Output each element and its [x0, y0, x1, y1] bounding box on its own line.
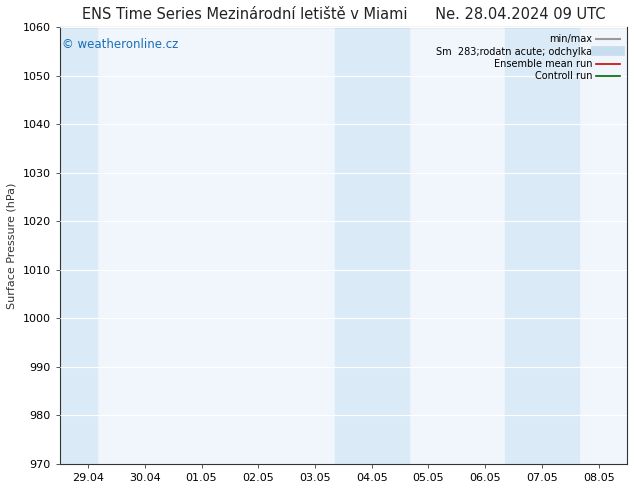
Bar [335, 27, 408, 464]
Bar [60, 27, 96, 464]
Bar [505, 27, 579, 464]
Title: ENS Time Series Mezinárodní letiště v Miami      Ne. 28.04.2024 09 UTC: ENS Time Series Mezinárodní letiště v Mi… [82, 7, 605, 22]
Text: © weatheronline.cz: © weatheronline.cz [63, 38, 179, 51]
Y-axis label: Surface Pressure (hPa): Surface Pressure (hPa) [7, 182, 17, 309]
Legend: min/max, Sm  283;rodatn acute; odchylka, Ensemble mean run, Controll run: min/max, Sm 283;rodatn acute; odchylka, … [434, 32, 622, 83]
